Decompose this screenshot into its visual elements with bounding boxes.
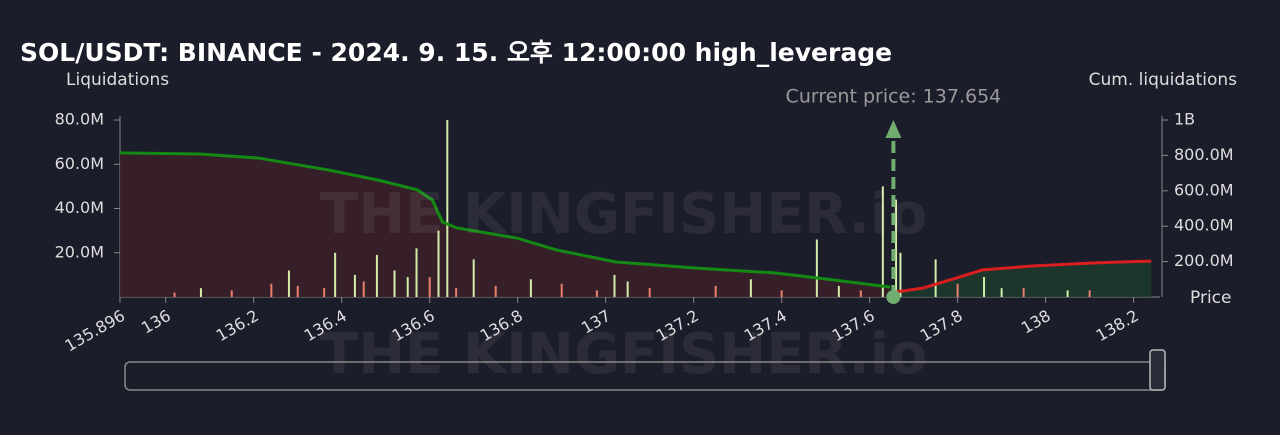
watermark: THE KINGFISHER.io: [320, 182, 928, 247]
liquidation-bar: [560, 283, 563, 297]
liquidation-bar: [1022, 288, 1025, 297]
cumulative-area: [120, 152, 891, 297]
liquidation-bar: [446, 120, 449, 297]
x-axis-label: Price: [1190, 288, 1231, 308]
liquidation-bar: [648, 288, 651, 297]
liquidation-bar: [296, 285, 299, 297]
liquidation-bar: [749, 279, 752, 297]
liquidation-bar: [983, 277, 986, 297]
x-tick-label: 135.896: [61, 306, 128, 356]
x-tick-label: 138.2: [1093, 306, 1142, 345]
y2-tick-label: 200.0M: [1174, 251, 1234, 270]
liquidation-bar: [613, 274, 616, 297]
cumulative-area: [896, 261, 1152, 297]
liquidation-bar: [881, 186, 884, 297]
y-tick-label: 40.0M: [55, 198, 104, 217]
liquidation-bar: [956, 283, 959, 297]
liquidation-bar: [334, 252, 337, 297]
liquidation-bar: [1066, 290, 1069, 297]
y-tick-label: 80.0M: [55, 110, 104, 129]
liquidation-bar: [934, 259, 937, 297]
range-slider-handle[interactable]: [1149, 349, 1166, 391]
liquidation-bar: [353, 274, 356, 297]
annotation: Current price: 137.654: [786, 86, 1002, 108]
chart-title: SOL/USDT: BINANCE - 2024. 9. 15. 오후 12:0…: [20, 38, 892, 67]
liquidation-bar: [287, 270, 290, 297]
y2-tick-label: 800.0M: [1174, 145, 1234, 164]
liquidation-bar: [494, 285, 497, 297]
liquidation-bar: [472, 259, 475, 297]
watermark: THE KINGFISHER.io: [320, 322, 928, 387]
cumulative-line: [896, 259, 1152, 294]
liquidation-bar: [362, 281, 365, 297]
liquidation-bar: [529, 279, 532, 297]
liquidation-bar: [837, 285, 840, 297]
liquidation-bar: [595, 290, 598, 297]
liquidation-bar: [895, 199, 898, 297]
current-price-arrow: [885, 120, 902, 138]
y2-tick-label: 400.0M: [1174, 216, 1234, 235]
liquidation-bar: [199, 288, 202, 297]
x-tick-label: 136: [138, 306, 174, 338]
x-tick-label: 136.2: [213, 306, 262, 345]
liquidation-bar: [859, 290, 862, 297]
liquidation-bar: [626, 281, 629, 297]
liquidation-bar: [1000, 288, 1003, 297]
x-tick-label: 138: [1018, 306, 1054, 338]
liquidation-bar: [415, 248, 418, 297]
cumulative-line: [119, 151, 891, 289]
liquidation-bar: [780, 290, 783, 297]
liquidation-bar: [375, 254, 378, 297]
y-tick-label: 60.0M: [55, 154, 104, 173]
liquidation-bar: [173, 292, 176, 297]
y-tick-label: 20.0M: [55, 242, 104, 261]
liquidation-bar: [323, 288, 326, 297]
liquidation-bar: [714, 285, 717, 297]
liquidation-bar: [899, 252, 902, 297]
liquidation-bar: [815, 239, 818, 297]
liquidation-bar: [230, 290, 233, 297]
liquidation-bar: [406, 277, 409, 297]
y2-tick-label: 600.0M: [1174, 180, 1234, 199]
current-price-marker: [886, 290, 901, 304]
liquidation-bar: [455, 288, 458, 297]
liquidation-bar: [428, 277, 431, 297]
y2-tick-label: 1B: [1174, 110, 1195, 129]
liquidation-bar: [437, 230, 440, 297]
liquidation-bar: [1088, 290, 1091, 297]
y-axis-label: Liquidations: [66, 70, 169, 90]
liquidation-bar: [270, 283, 273, 297]
liquidation-bar: [393, 270, 396, 297]
y2-axis-label: Cum. liquidations: [1089, 70, 1238, 90]
